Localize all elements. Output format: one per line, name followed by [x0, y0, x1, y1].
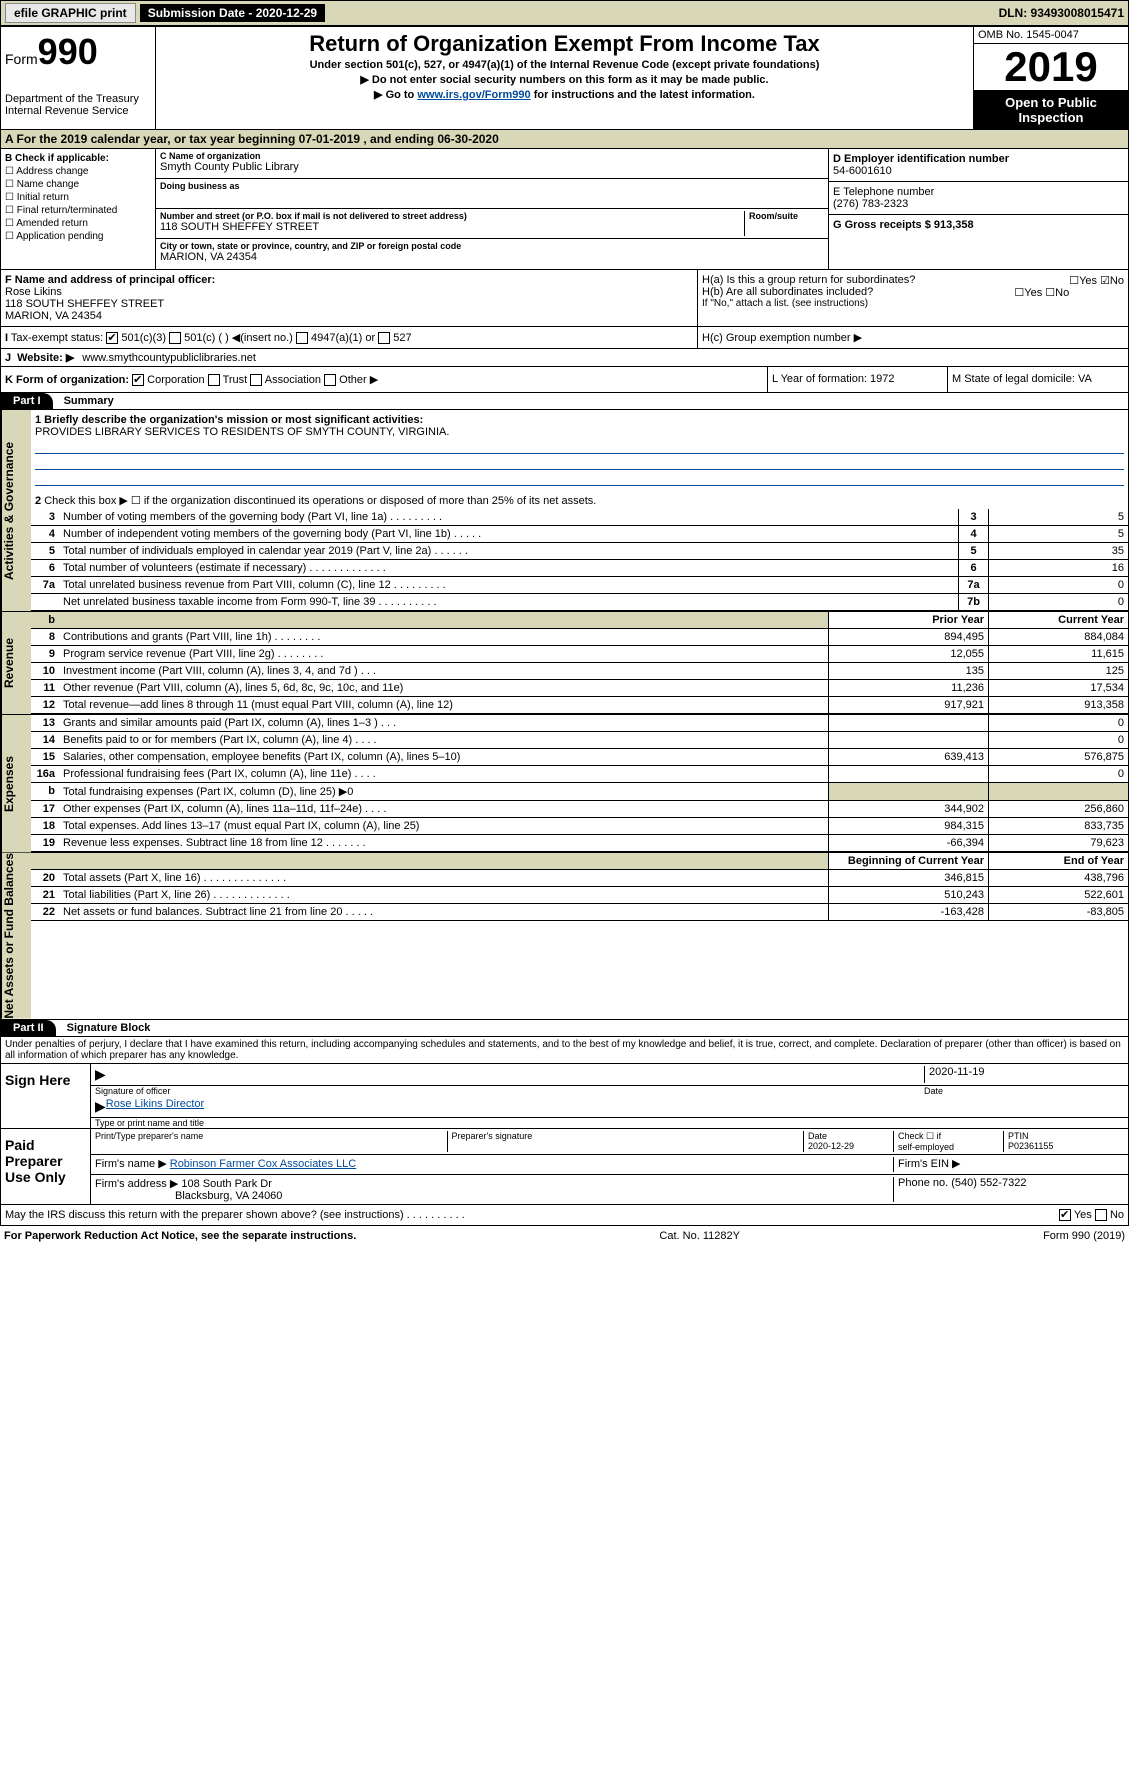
part-2-header: Part II: [1, 1020, 56, 1036]
form-title: Return of Organization Exempt From Incom…: [160, 31, 969, 57]
k-l-m-row: K Form of organization: Corporation Trus…: [0, 367, 1129, 393]
period-row: A For the 2019 calendar year, or tax yea…: [0, 130, 1129, 149]
dln-label: DLN: 93493008015471: [999, 6, 1124, 20]
firm-name: Robinson Farmer Cox Associates LLC: [170, 1158, 356, 1170]
line-14: 14Benefits paid to or for members (Part …: [31, 732, 1128, 749]
h-b: H(b) Are all subordinates included? ☐Yes…: [702, 286, 1124, 298]
section-b: B Check if applicable: ☐ Address change …: [1, 149, 156, 269]
footer: For Paperwork Reduction Act Notice, see …: [0, 1226, 1129, 1246]
line-8: 8Contributions and grants (Part VIII, li…: [31, 629, 1128, 646]
line-22: 22Net assets or fund balances. Subtract …: [31, 904, 1128, 921]
org-address: 118 SOUTH SHEFFEY STREET: [160, 221, 744, 233]
line-20: 20Total assets (Part X, line 16) . . . .…: [31, 870, 1128, 887]
telephone: (276) 783-2323: [833, 198, 1124, 210]
line-19: 19Revenue less expenses. Subtract line 1…: [31, 835, 1128, 852]
irs-link[interactable]: www.irs.gov/Form990: [417, 89, 530, 101]
line-15: 15Salaries, other compensation, employee…: [31, 749, 1128, 766]
vtab-revenue: Revenue: [1, 612, 31, 714]
line-11: 11Other revenue (Part VIII, column (A), …: [31, 680, 1128, 697]
h-a: H(a) Is this a group return for subordin…: [702, 274, 1124, 286]
form-number: Form990: [5, 31, 151, 73]
tax-exempt-status: I Tax-exempt status: 501(c)(3) 501(c) ( …: [1, 327, 698, 348]
top-bar: efile GRAPHIC print Submission Date - 20…: [0, 0, 1129, 26]
state-domicile: M State of legal domicile: VA: [948, 367, 1128, 392]
line-18: 18Total expenses. Add lines 13–17 (must …: [31, 818, 1128, 835]
line-12: 12Total revenue—add lines 8 through 11 (…: [31, 697, 1128, 714]
discuss-row: May the IRS discuss this return with the…: [0, 1205, 1129, 1226]
mission-text: PROVIDES LIBRARY SERVICES TO RESIDENTS O…: [35, 426, 1124, 438]
vtab-net-assets: Net Assets or Fund Balances: [1, 853, 31, 1019]
ptin: P02361155: [1008, 1141, 1053, 1151]
open-to-public: Open to Public Inspection: [974, 91, 1128, 129]
line-9: 9Program service revenue (Part VIII, lin…: [31, 646, 1128, 663]
sign-here-label: Sign Here: [1, 1064, 91, 1128]
subtitle-2: ▶ Do not enter social security numbers o…: [160, 73, 969, 86]
line-13: 13Grants and similar amounts paid (Part …: [31, 715, 1128, 732]
org-city: MARION, VA 24354: [160, 251, 824, 263]
org-name: Smyth County Public Library: [160, 161, 824, 173]
omb-number: OMB No. 1545-0047: [974, 27, 1128, 44]
line-5: 5Total number of individuals employed in…: [31, 543, 1128, 560]
line-6: 6Total number of volunteers (estimate if…: [31, 560, 1128, 577]
line-21: 21Total liabilities (Part X, line 26) . …: [31, 887, 1128, 904]
vtab-expenses: Expenses: [1, 715, 31, 852]
vtab-governance: Activities & Governance: [1, 410, 31, 611]
paid-preparer-label: Paid Preparer Use Only: [1, 1129, 91, 1204]
entity-block: B Check if applicable: ☐ Address change …: [0, 149, 1129, 270]
form-header: Form990 Department of the Treasury Inter…: [0, 26, 1129, 130]
subtitle-3: ▶ Go to www.irs.gov/Form990 for instruct…: [160, 88, 969, 101]
tax-year: 2019: [974, 44, 1128, 91]
website-url: www.smythcountypubliclibraries.net: [82, 352, 256, 364]
line-7a: 7aTotal unrelated business revenue from …: [31, 577, 1128, 594]
line-7b: Net unrelated business taxable income fr…: [31, 594, 1128, 611]
gross-receipts: G Gross receipts $ 913,358: [833, 219, 1124, 231]
line-16a: 16aProfessional fundraising fees (Part I…: [31, 766, 1128, 783]
line-4: 4Number of independent voting members of…: [31, 526, 1128, 543]
officer-name: Rose Likins: [5, 286, 693, 298]
ein: 54-6001610: [833, 165, 1124, 177]
submission-date: Submission Date - 2020-12-29: [140, 4, 325, 22]
website-row: J Website: ▶ www.smythcountypubliclibrar…: [0, 349, 1129, 367]
line-3: 3Number of voting members of the governi…: [31, 509, 1128, 526]
dept-label: Department of the Treasury Internal Reve…: [5, 93, 151, 117]
line-17: 17Other expenses (Part IX, column (A), l…: [31, 801, 1128, 818]
perjury-statement: Under penalties of perjury, I declare th…: [0, 1037, 1129, 1064]
h-c: H(c) Group exemption number ▶: [698, 327, 1128, 348]
efile-button[interactable]: efile GRAPHIC print: [5, 3, 136, 23]
firm-phone: Phone no. (540) 552-7322: [894, 1177, 1124, 1202]
year-formation: L Year of formation: 1972: [768, 367, 948, 392]
line-b: bTotal fundraising expenses (Part IX, co…: [31, 783, 1128, 801]
subtitle-1: Under section 501(c), 527, or 4947(a)(1)…: [160, 59, 969, 71]
officer-typed-name: Rose Likins Director: [106, 1098, 204, 1115]
part-1-header: Part I: [1, 393, 53, 409]
line-10: 10Investment income (Part VIII, column (…: [31, 663, 1128, 680]
